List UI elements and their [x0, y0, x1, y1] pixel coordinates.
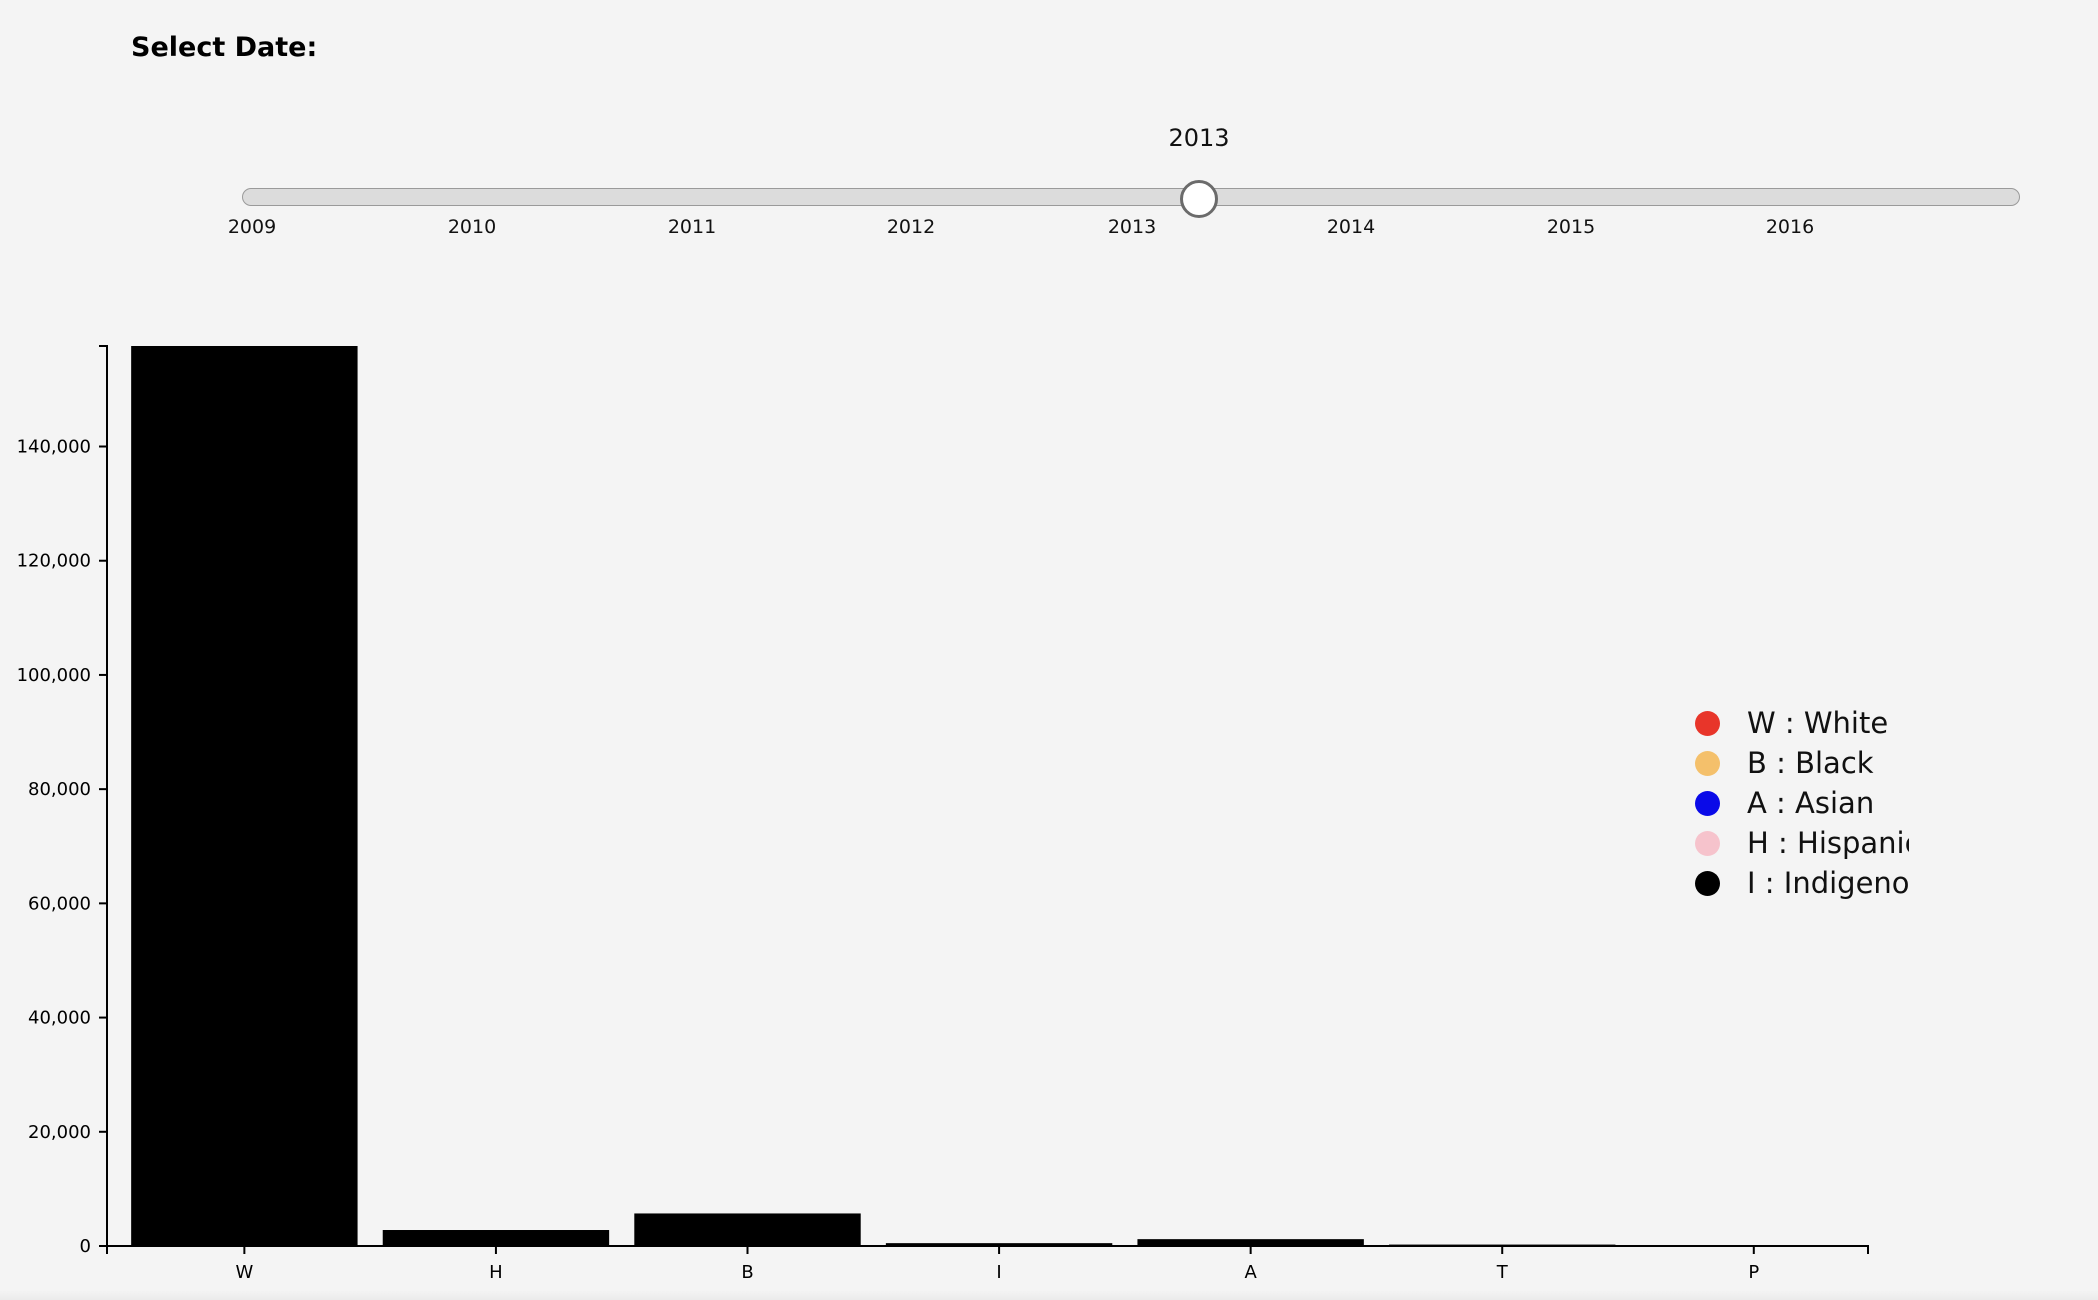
- legend-item-white: W : White: [1693, 703, 1909, 743]
- year-slider-track[interactable]: [242, 188, 2020, 206]
- bar-b: [634, 1213, 861, 1246]
- legend-dot-asian: [1695, 790, 1720, 816]
- legend-item-asian: A : Asian: [1693, 783, 1909, 823]
- bar-h: [382, 1230, 610, 1246]
- legend-dot-white: [1695, 710, 1720, 736]
- slider-tick-2009: 2009: [227, 216, 277, 238]
- year-slider-handle[interactable]: [1180, 180, 1218, 218]
- x-tick-label: T: [1496, 1262, 1509, 1283]
- bar-a: [1137, 1239, 1364, 1246]
- bar-t: [1389, 1244, 1616, 1246]
- legend-label-asian: A : Asian: [1747, 786, 1875, 820]
- select-date-label: Select Date:: [131, 32, 318, 63]
- legend-item-black: B : Black: [1693, 743, 1909, 783]
- y-tick-label: 80,000: [28, 779, 91, 800]
- x-tick-label: A: [1244, 1262, 1257, 1283]
- bar-i: [885, 1243, 1113, 1246]
- slider-value-label: 2013: [1168, 124, 1230, 152]
- y-tick-label: 120,000: [17, 551, 91, 572]
- slider-tick-2015: 2015: [1546, 216, 1596, 238]
- legend-label-white: W : White: [1747, 706, 1889, 740]
- bar-w: [131, 346, 358, 1246]
- legend-dot-hispanic: [1695, 830, 1720, 856]
- y-tick-label: 140,000: [17, 437, 91, 458]
- x-axis-line: [106, 1245, 1869, 1254]
- legend-label-black: B : Black: [1747, 746, 1874, 780]
- bottom-shade: [0, 1290, 2098, 1300]
- y-tick-label: 40,000: [28, 1008, 91, 1029]
- x-tick-label: W: [235, 1262, 253, 1283]
- legend-label-hispanic: H : Hispanic: [1747, 826, 1909, 860]
- legend: W : White B : Black A : Asian H : Hispan…: [1693, 703, 1909, 903]
- x-tick-label: H: [489, 1262, 503, 1283]
- x-tick-label: I: [996, 1262, 1001, 1283]
- legend-label-indigenous: I : Indigenous: [1747, 866, 1909, 900]
- slider-tick-2012: 2012: [886, 216, 936, 238]
- slider-tick-2014: 2014: [1326, 216, 1376, 238]
- legend-dot-black: [1695, 750, 1720, 776]
- slider-tick-2016: 2016: [1765, 216, 1815, 238]
- slider-tick-2011: 2011: [667, 216, 717, 238]
- legend-item-hispanic: H : Hispanic: [1693, 823, 1909, 863]
- legend-dot-indigenous: [1695, 870, 1720, 896]
- y-tick-label: 60,000: [28, 893, 91, 914]
- legend-item-indigenous: I : Indigenous: [1693, 863, 1909, 903]
- slider-tick-2013: 2013: [1107, 216, 1157, 238]
- x-tick-label: B: [741, 1262, 753, 1283]
- y-axis-line: [99, 345, 108, 1247]
- y-tick-label: 0: [80, 1236, 91, 1257]
- y-tick-label: 20,000: [28, 1122, 91, 1143]
- x-tick-label: P: [1748, 1262, 1759, 1283]
- y-tick-label: 100,000: [17, 665, 91, 686]
- slider-tick-2010: 2010: [447, 216, 497, 238]
